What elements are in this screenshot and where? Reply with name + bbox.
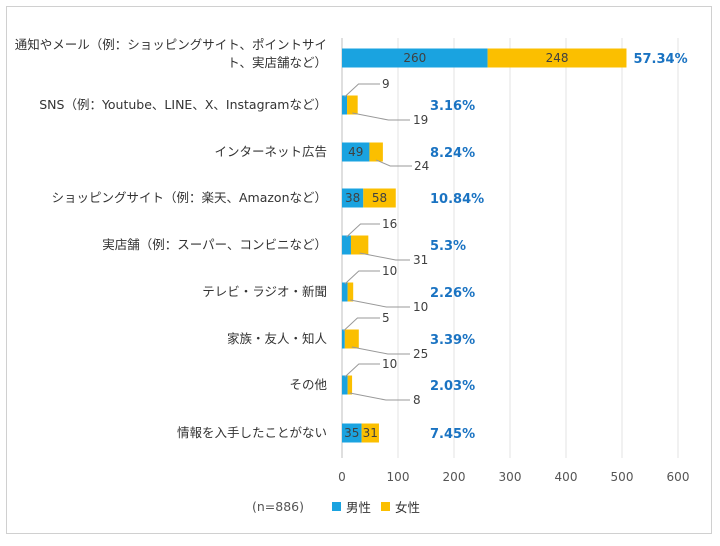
callout-leader-male [344, 270, 380, 285]
bar-label-female: 248 [546, 51, 569, 65]
legend-item-female: 女性 [381, 497, 420, 516]
bar-female [350, 235, 369, 255]
callout-leader-female [359, 252, 410, 261]
category-label: 家族・友人・知人 [227, 331, 328, 346]
bar-label-female: 24 [414, 159, 429, 173]
legend-label-female: 女性 [395, 499, 421, 515]
bar-label-female: 31 [363, 426, 378, 440]
bar-label-female: 58 [372, 191, 387, 205]
percentage-label: 2.03% [430, 379, 475, 394]
bar-label-male: 35 [344, 426, 359, 440]
category-label: 通知やメール（例：ショッピングサイト、ポイントサイ [15, 37, 327, 52]
bar-male [342, 282, 348, 302]
percentage-label: 2.26% [430, 286, 475, 301]
callout-leader-female [375, 159, 412, 167]
legend-label-male: 男性 [346, 499, 372, 515]
x-tick-label: 500 [611, 470, 634, 484]
bar-female [363, 188, 396, 208]
category-label: 実店舗（例：スーパー、コンビニなど） [102, 237, 327, 252]
x-tick-label: 0 [338, 470, 346, 484]
chart-frame [6, 6, 712, 534]
bar-male [342, 188, 364, 208]
percentage-label: 8.24% [430, 146, 475, 161]
legend: (n=886) 男性 女性 [252, 496, 430, 516]
category-label: 情報を入手したことがない [177, 425, 327, 440]
callout-leader-female [351, 346, 410, 355]
x-tick-label: 200 [443, 470, 466, 484]
bar-male [342, 142, 370, 162]
callout-leader-male [343, 317, 380, 332]
category-label: ト、実店舗など） [227, 55, 327, 70]
x-tick-label: 300 [499, 470, 522, 484]
callout-leader-male [344, 83, 380, 98]
percentage-label: 57.34% [633, 52, 687, 67]
bar-label-male: 10 [382, 264, 397, 278]
callout-leader-female [352, 112, 410, 121]
bar-female [369, 142, 383, 162]
bar-male [342, 235, 351, 255]
callout-leader-male [344, 363, 380, 378]
bar-label-female: 8 [413, 393, 421, 407]
percentage-label: 5.3% [430, 239, 466, 254]
bar-label-male: 49 [348, 145, 363, 159]
legend-swatch-female [381, 501, 391, 511]
category-label: インターネット広告 [214, 144, 327, 159]
bar-male [342, 48, 488, 68]
bar-female [347, 95, 358, 115]
bar-male [342, 95, 348, 115]
category-label: テレビ・ラジオ・新聞 [202, 284, 327, 299]
bar-label-male: 260 [403, 51, 426, 65]
x-tick-label: 100 [387, 470, 410, 484]
bar-female [347, 375, 353, 395]
legend-item-male: 男性 [332, 497, 371, 516]
bar-label-male: 9 [382, 77, 390, 91]
percentage-label: 3.16% [430, 99, 475, 114]
callout-leader-female [349, 392, 410, 401]
bar-label-female: 31 [413, 253, 428, 267]
bar-label-female: 25 [413, 347, 428, 361]
bar-label-male: 10 [382, 357, 397, 371]
bar-male [342, 423, 362, 443]
bar-male [342, 375, 348, 395]
bar-label-female: 19 [413, 113, 428, 127]
category-label: ショッピングサイト（例：楽天、Amazonなど） [51, 190, 327, 205]
bar-label-male: 5 [382, 311, 390, 325]
percentage-label: 7.45% [430, 427, 475, 442]
bar-female [344, 329, 359, 349]
percentage-label: 10.84% [430, 192, 484, 207]
bar-label-male: 38 [345, 191, 360, 205]
bar-label-female: 10 [413, 300, 428, 314]
sample-size-note: (n=886) [252, 498, 305, 514]
bar-male [342, 329, 345, 349]
callout-leader-female [350, 299, 410, 308]
percentage-label: 3.39% [430, 333, 475, 348]
legend-swatch-male [332, 501, 342, 511]
callout-leader-male [346, 223, 380, 238]
category-label: SNS（例：Youtube、LINE、X、Instagramなど） [39, 97, 327, 112]
x-tick-label: 400 [555, 470, 578, 484]
category-label: その他 [289, 377, 327, 392]
bar-female [361, 423, 379, 443]
bar-female [347, 282, 354, 302]
bar-female [487, 48, 627, 68]
x-tick-label: 600 [667, 470, 690, 484]
bar-label-male: 16 [382, 217, 397, 231]
